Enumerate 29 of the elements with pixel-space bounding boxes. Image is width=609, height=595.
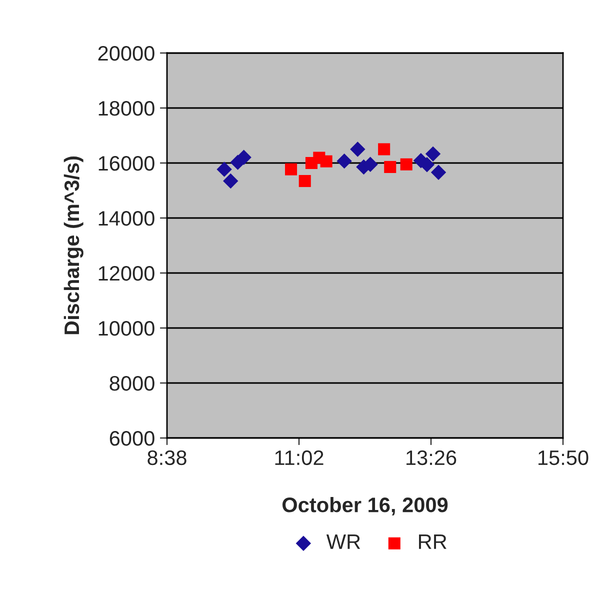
x-axis-title: October 16, 2009 <box>282 497 448 516</box>
point <box>336 153 352 169</box>
x-tick-label: 15:50 <box>538 450 588 466</box>
point <box>216 162 232 177</box>
point <box>400 158 412 170</box>
y-tick-label: 18000 <box>98 101 154 116</box>
point <box>350 142 366 157</box>
y-tick-label: 20000 <box>98 46 154 61</box>
point <box>284 163 298 176</box>
point <box>378 143 390 156</box>
x-tick-label: 13:26 <box>406 450 456 466</box>
y-tick-label: 12000 <box>98 266 154 281</box>
point <box>425 146 441 162</box>
y-tick-label: 16000 <box>98 156 154 171</box>
y-tick-label: 8000 <box>110 376 154 391</box>
y-tick-label: 10000 <box>98 321 154 336</box>
point <box>298 175 311 188</box>
point <box>384 160 396 173</box>
y-axis-title: Discharge (m^3/s) <box>64 156 84 334</box>
x-tick-label: 11:02 <box>275 450 324 466</box>
point <box>320 155 332 168</box>
point <box>223 173 238 189</box>
point <box>236 150 252 165</box>
y-tick-label: 6000 <box>110 431 154 446</box>
legend-label: WR <box>326 534 360 549</box>
point <box>430 164 446 180</box>
x-tick-label: 8:38 <box>148 450 186 466</box>
legend-label: RR <box>419 534 446 549</box>
y-tick-label: 14000 <box>98 211 154 226</box>
